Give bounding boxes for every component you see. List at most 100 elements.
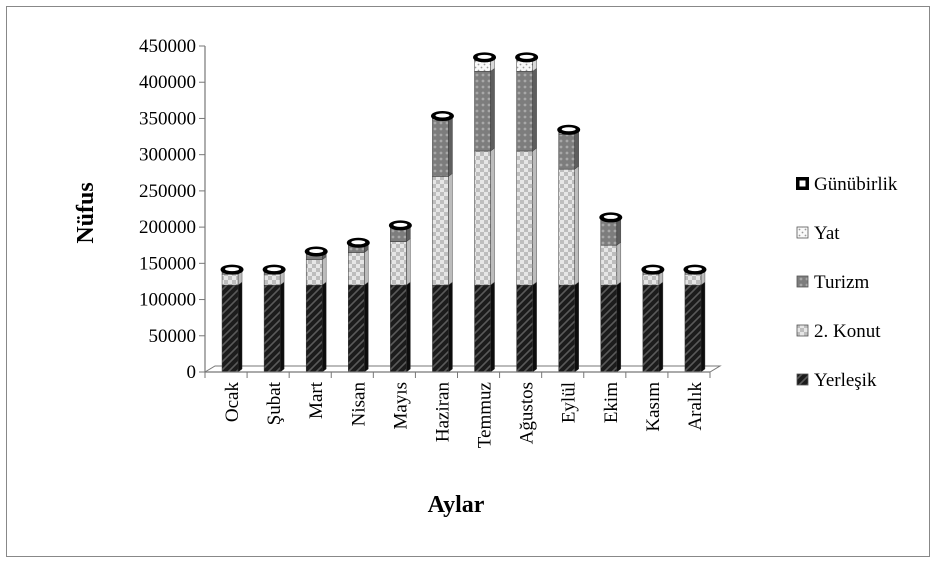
y-tick-label: 150000 (139, 253, 196, 274)
y-tick-label: 400000 (139, 72, 196, 93)
x-tick-label: Eylül (559, 382, 580, 423)
y-tick-label: 50000 (149, 326, 197, 347)
bar-segment (348, 284, 365, 373)
bar-segment (684, 284, 702, 373)
bar-segment (600, 244, 618, 286)
bar-segment (263, 273, 281, 286)
x-tick-label: Mayıs (390, 382, 411, 430)
legend-label: Yat (814, 223, 840, 244)
x-tick-label: Şubat (264, 381, 285, 425)
bars (220, 52, 707, 373)
bar-segment (684, 273, 702, 286)
y-axis-title: Nüfus (73, 182, 99, 243)
legend-label: 2. Konut (814, 321, 881, 342)
bar-top-cap-highlight (267, 267, 282, 272)
y-tick-label: 450000 (139, 36, 196, 57)
legend-swatch (796, 324, 809, 337)
y-tick-label: 100000 (139, 290, 196, 311)
legend-swatch (796, 373, 809, 386)
bar-top-cap-highlight (393, 222, 408, 227)
bar-stack (388, 220, 412, 373)
x-tick-label: Kasım (643, 382, 664, 432)
x-tick-label: Nisan (348, 382, 369, 427)
bar-segment-side (406, 281, 411, 373)
bar-segment (642, 273, 660, 286)
bar-stack (641, 264, 665, 373)
bar-stack (346, 237, 370, 373)
legend-label: Yerleşik (814, 370, 877, 391)
x-tick-label: Mart (306, 381, 327, 419)
x-tick-label: Ocak (222, 382, 243, 423)
bar-top-cap-highlight (477, 54, 492, 59)
bar-segment-side (490, 147, 495, 286)
bar-top-cap-highlight (561, 127, 576, 132)
bar-segment (474, 150, 491, 286)
bar-segment (221, 273, 239, 286)
y-tick-label: 0 (187, 362, 197, 383)
x-tick-label: Haziran (432, 382, 453, 443)
y-tick-label: 250000 (139, 181, 196, 202)
bar-segment (516, 284, 533, 373)
legend-swatch-inner (799, 180, 806, 187)
bar-stack (220, 264, 244, 373)
bar-segment (221, 284, 239, 373)
legend-item: Günübirlik (796, 174, 898, 195)
x-tick-label: Ağustos (517, 382, 538, 444)
bar-segment (305, 259, 323, 286)
x-axis-title: Aylar (428, 492, 485, 518)
bar-top-cap-highlight (435, 113, 450, 118)
bar-stack (557, 124, 581, 373)
bar-stack (473, 52, 497, 373)
bar-segment-side (448, 117, 453, 177)
bar-segment-side (237, 281, 243, 373)
bar-segment-side (490, 67, 495, 152)
bar-segment-side (532, 147, 537, 286)
y-tick-label: 300000 (139, 145, 196, 166)
bar-segment (516, 150, 533, 286)
bar-segment (263, 284, 281, 373)
bar-segment (432, 176, 449, 286)
bar-segment-side (532, 67, 537, 152)
bar-top-cap-highlight (603, 214, 618, 219)
bar-segment (558, 168, 575, 286)
legend-item: Yerleşik (796, 370, 877, 391)
x-tick-label: Aralık (685, 382, 706, 431)
bar-top-cap-highlight (351, 240, 366, 245)
bar-segment (600, 284, 618, 373)
bar-segment-side (574, 165, 579, 286)
bar-top-cap-highlight (687, 267, 702, 272)
bar-stack (262, 264, 286, 373)
bar-segment-side (448, 173, 453, 286)
bar-segment-side (532, 281, 537, 373)
bar-segment (390, 284, 407, 373)
bar-segment-side (279, 281, 285, 373)
y-tick-label: 350000 (139, 108, 196, 129)
bar-stack (304, 246, 328, 373)
legend-swatch (796, 275, 809, 288)
bar-segment (642, 284, 660, 373)
y-axis: 0 50000 100000 150000 200000 250000 300000 3500… (139, 36, 206, 383)
bar-segment (432, 120, 449, 177)
bar-segment (600, 219, 618, 246)
y-tick-label: 200000 (139, 217, 196, 238)
bar-segment-side (364, 249, 369, 286)
bar-segment-side (574, 130, 579, 170)
bar-top-cap-highlight (225, 267, 240, 272)
bar-segment-side (574, 281, 579, 373)
bar-segment-side (490, 281, 495, 373)
bar-segment-side (616, 241, 621, 286)
bar-segment (348, 252, 365, 286)
legend-label: Günübirlik (814, 174, 898, 195)
bar-top-cap-highlight (309, 248, 324, 253)
chart-frame (6, 6, 930, 557)
x-tick-label: Ekim (601, 382, 622, 423)
bar-segment-side (364, 281, 369, 373)
legend-item: Yat (796, 223, 840, 244)
bar-segment (474, 284, 491, 373)
legend-item: 2. Konut (796, 321, 881, 342)
bar-segment (390, 241, 407, 286)
legend-swatch (796, 226, 809, 239)
bar-segment (558, 134, 575, 170)
bar-segment (516, 71, 533, 152)
